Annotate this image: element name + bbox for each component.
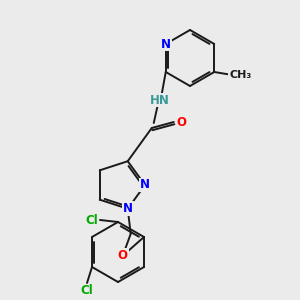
Text: N: N [161, 38, 171, 50]
Text: CH₃: CH₃ [229, 70, 251, 80]
Text: N: N [140, 178, 150, 191]
Text: Cl: Cl [81, 284, 93, 298]
Text: Cl: Cl [85, 214, 98, 226]
Text: HN: HN [150, 94, 170, 106]
Text: O: O [177, 116, 187, 128]
Text: N: N [123, 202, 133, 215]
Text: O: O [118, 249, 128, 262]
